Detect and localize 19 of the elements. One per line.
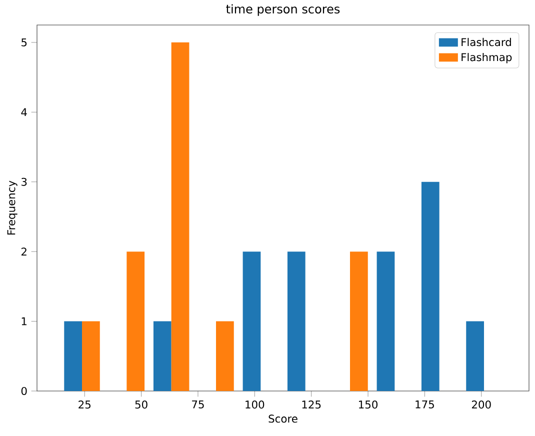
x-tick-label: 25	[78, 400, 90, 409]
y-tick-label: 2	[21, 248, 26, 256]
x-tick-label: 100	[246, 400, 264, 409]
y-tick-label: 1	[22, 317, 26, 326]
x-tick-label: 125	[302, 400, 321, 409]
y-axis-title: Frequency	[7, 180, 18, 235]
legend-label: Flashcard	[462, 38, 511, 46]
y-tick-label: 5	[22, 38, 27, 46]
y-tick-label: 3	[22, 178, 27, 186]
x-tick-label: 75	[192, 400, 204, 408]
x-axis-title: Score	[268, 414, 298, 423]
x-tick-label: 50	[135, 400, 148, 409]
y-tick-label: 0	[21, 386, 27, 396]
x-tick-label: 175	[416, 400, 434, 408]
legend-label: Flashmap	[462, 52, 512, 64]
x-tick-label: 200	[472, 400, 491, 409]
y-tick-label: 4	[21, 108, 27, 116]
x-tick-label: 150	[359, 400, 378, 409]
chart-title: time person scores	[226, 4, 340, 16]
